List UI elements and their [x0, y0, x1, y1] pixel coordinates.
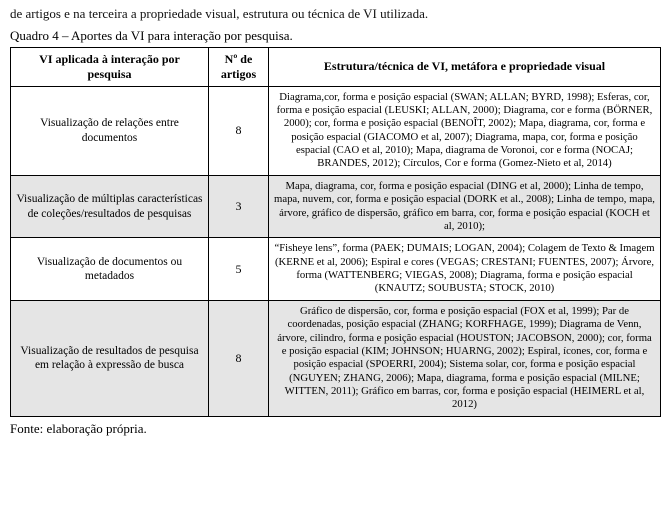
table-row: Visualização de relações entre documento… [11, 86, 661, 175]
col-header-desc: Estrutura/técnica de VI, metáfora e prop… [269, 47, 661, 86]
fonte-text: Fonte: elaboração própria. [10, 421, 660, 437]
cell-desc: Gráfico de dispersão, cor, forma e posiç… [269, 300, 661, 416]
table-row: Visualização de múltiplas característica… [11, 175, 661, 238]
cell-num: 3 [209, 175, 269, 238]
cell-num: 5 [209, 238, 269, 301]
cell-vi: Visualização de múltiplas característica… [11, 175, 209, 238]
cell-vi: Visualização de documentos ou metadados [11, 238, 209, 301]
table-row: Visualização de resultados de pesquisa e… [11, 300, 661, 416]
cell-vi: Visualização de relações entre documento… [11, 86, 209, 175]
col-header-vi: VI aplicada à interação por pesquisa [11, 47, 209, 86]
cell-desc: Diagrama,cor, forma e posição espacial (… [269, 86, 661, 175]
cell-num: 8 [209, 300, 269, 416]
cell-desc: “Fisheye lens”, forma (PAEK; DUMAIS; LOG… [269, 238, 661, 301]
cell-num: 8 [209, 86, 269, 175]
pretext-fragment: de artigos e na terceira a propriedade v… [10, 6, 660, 22]
col-header-num: Nº de artigos [209, 47, 269, 86]
cell-desc: Mapa, diagrama, cor, forma e posição esp… [269, 175, 661, 238]
quadro4-table: VI aplicada à interação por pesquisa Nº … [10, 47, 661, 417]
table-row: Visualização de documentos ou metadados … [11, 238, 661, 301]
table-header-row: VI aplicada à interação por pesquisa Nº … [11, 47, 661, 86]
table-caption: Quadro 4 – Aportes da VI para interação … [10, 28, 660, 44]
cell-vi: Visualização de resultados de pesquisa e… [11, 300, 209, 416]
